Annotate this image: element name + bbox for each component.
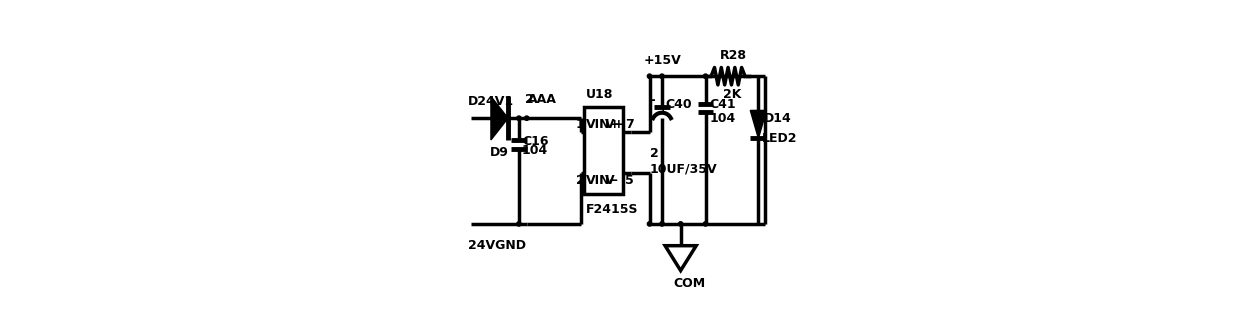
- Text: V-: V-: [604, 174, 619, 187]
- Text: F2415S: F2415S: [585, 203, 639, 216]
- Text: U18: U18: [585, 88, 613, 101]
- Polygon shape: [491, 96, 508, 140]
- Text: R28: R28: [720, 49, 748, 63]
- Circle shape: [517, 222, 521, 226]
- Circle shape: [517, 116, 521, 120]
- Text: +: +: [657, 101, 668, 114]
- Text: 2: 2: [650, 147, 658, 160]
- Circle shape: [703, 222, 708, 226]
- Text: 1: 1: [575, 118, 584, 131]
- Text: D9: D9: [490, 146, 508, 159]
- Polygon shape: [665, 246, 696, 271]
- Text: 104: 104: [709, 112, 735, 125]
- Bar: [584, 107, 624, 194]
- Text: 104: 104: [522, 144, 548, 157]
- Text: D24V1: D24V1: [469, 95, 515, 108]
- Circle shape: [703, 74, 708, 78]
- Text: C16: C16: [522, 135, 548, 148]
- Text: AAA: AAA: [528, 93, 557, 106]
- Text: 7: 7: [625, 118, 634, 131]
- Text: C41: C41: [709, 98, 735, 111]
- Text: 24VGND: 24VGND: [469, 239, 526, 252]
- Text: D14: D14: [764, 112, 792, 125]
- Text: 2K: 2K: [723, 88, 742, 101]
- Text: 2: 2: [575, 174, 584, 187]
- Circle shape: [660, 222, 665, 226]
- Text: 10UF/35V: 10UF/35V: [650, 163, 717, 176]
- Text: 5: 5: [625, 174, 634, 187]
- Circle shape: [525, 116, 529, 120]
- Text: VIN+: VIN+: [585, 118, 621, 131]
- Text: V+: V+: [604, 118, 625, 131]
- Circle shape: [647, 222, 652, 226]
- Text: 2: 2: [525, 93, 533, 106]
- Text: C40: C40: [666, 98, 692, 111]
- Text: LED2: LED2: [763, 132, 797, 145]
- Text: VIN-: VIN-: [585, 174, 615, 187]
- Circle shape: [647, 74, 652, 78]
- Text: +15V: +15V: [644, 54, 681, 67]
- Text: -: -: [650, 92, 655, 107]
- Text: COM: COM: [673, 276, 706, 290]
- Circle shape: [660, 74, 665, 78]
- Polygon shape: [750, 110, 766, 138]
- Circle shape: [678, 222, 683, 226]
